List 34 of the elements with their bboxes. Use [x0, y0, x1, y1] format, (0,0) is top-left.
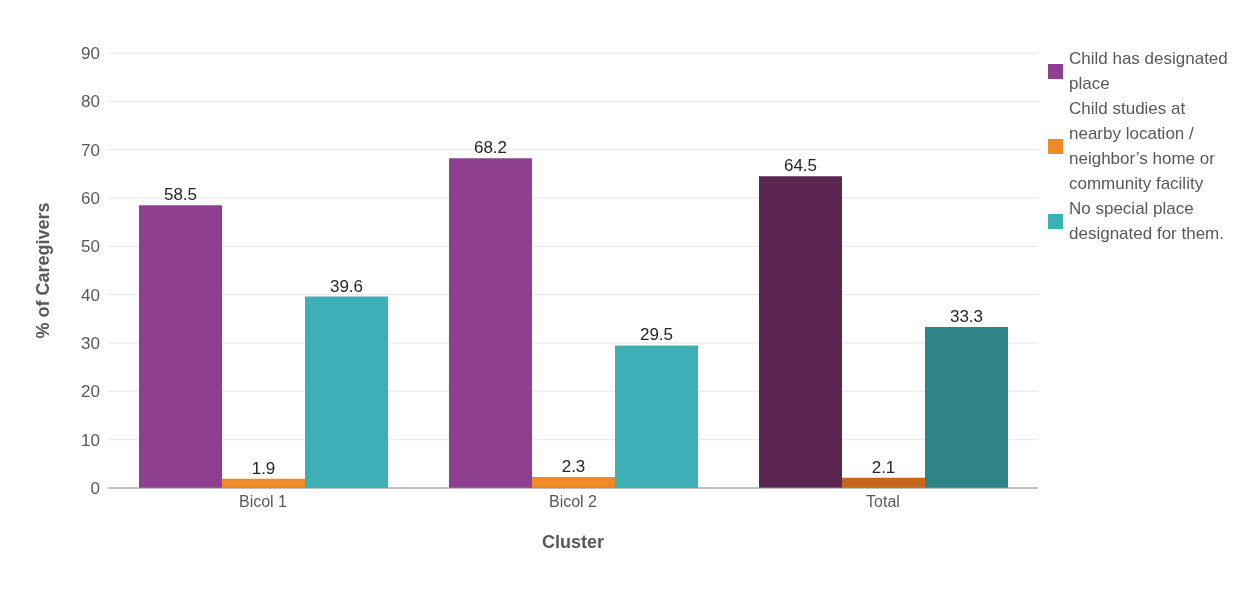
- x-axis-title: Cluster: [541, 532, 605, 552]
- bar: [759, 176, 842, 488]
- y-tick-label: 90: [81, 44, 100, 64]
- y-tick-label: 80: [81, 92, 100, 112]
- x-tick-label: Bicol 1: [238, 493, 288, 511]
- x-tick-label: Total: [866, 493, 900, 511]
- y-axis-title: % of Caregivers: [33, 202, 54, 339]
- y-tick-label: 50: [81, 237, 100, 257]
- data-label: 2.1: [871, 457, 896, 477]
- bar: [449, 158, 532, 488]
- data-label: 58.5: [163, 185, 198, 205]
- data-label: 39.6: [329, 276, 364, 296]
- y-tick-label: 20: [81, 382, 100, 402]
- legend-label: Child has designated place: [1069, 48, 1229, 95]
- x-tick-label: Bicol 2: [548, 493, 598, 511]
- bar: [532, 476, 615, 488]
- legend-label: No special place designated for them.: [1069, 198, 1225, 245]
- bar: [615, 345, 698, 488]
- y-tick-label: 0: [90, 479, 100, 499]
- data-label: 2.3: [561, 456, 586, 476]
- data-label: 64.5: [783, 156, 818, 176]
- bar: [305, 296, 388, 488]
- bar: [139, 205, 222, 488]
- y-tick-label: 70: [81, 140, 100, 160]
- y-tick-label: 60: [81, 189, 100, 209]
- y-tick-label: 10: [81, 430, 100, 450]
- data-label: 68.2: [473, 138, 508, 158]
- legend-label: Child studies at nearby location / neighbor’s home or community facility: [1069, 98, 1216, 195]
- data-label: 33.3: [949, 307, 984, 327]
- bar: [925, 327, 1008, 488]
- data-label: 1.9: [251, 458, 276, 478]
- y-tick-label: 30: [81, 334, 100, 354]
- y-tick-label: 40: [81, 285, 100, 305]
- data-label: 29.5: [639, 325, 674, 345]
